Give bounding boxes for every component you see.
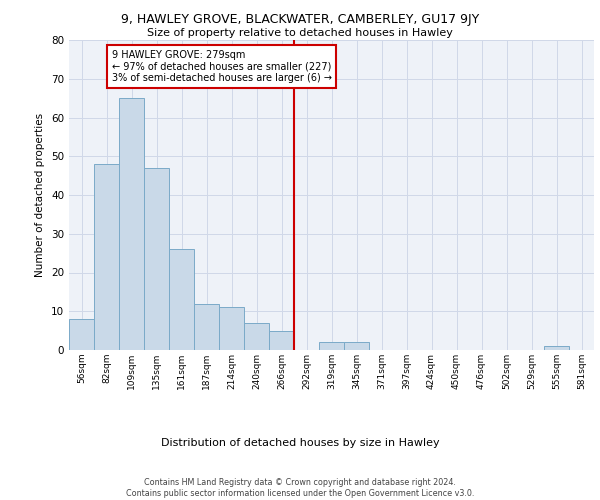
Bar: [194, 304, 219, 350]
Text: Contains HM Land Registry data © Crown copyright and database right 2024.
Contai: Contains HM Land Registry data © Crown c…: [126, 478, 474, 498]
Bar: [319, 342, 344, 350]
Bar: [144, 168, 169, 350]
Text: Distribution of detached houses by size in Hawley: Distribution of detached houses by size …: [161, 438, 439, 448]
Bar: [94, 164, 119, 350]
Bar: [119, 98, 144, 350]
Y-axis label: Number of detached properties: Number of detached properties: [35, 113, 46, 277]
Text: Size of property relative to detached houses in Hawley: Size of property relative to detached ho…: [147, 28, 453, 38]
Bar: [244, 323, 269, 350]
Bar: [219, 308, 244, 350]
Bar: [344, 342, 369, 350]
Bar: [169, 249, 194, 350]
Bar: [269, 330, 294, 350]
Text: 9 HAWLEY GROVE: 279sqm
← 97% of detached houses are smaller (227)
3% of semi-det: 9 HAWLEY GROVE: 279sqm ← 97% of detached…: [112, 50, 331, 83]
Bar: [544, 346, 569, 350]
Bar: [69, 319, 94, 350]
Text: 9, HAWLEY GROVE, BLACKWATER, CAMBERLEY, GU17 9JY: 9, HAWLEY GROVE, BLACKWATER, CAMBERLEY, …: [121, 12, 479, 26]
